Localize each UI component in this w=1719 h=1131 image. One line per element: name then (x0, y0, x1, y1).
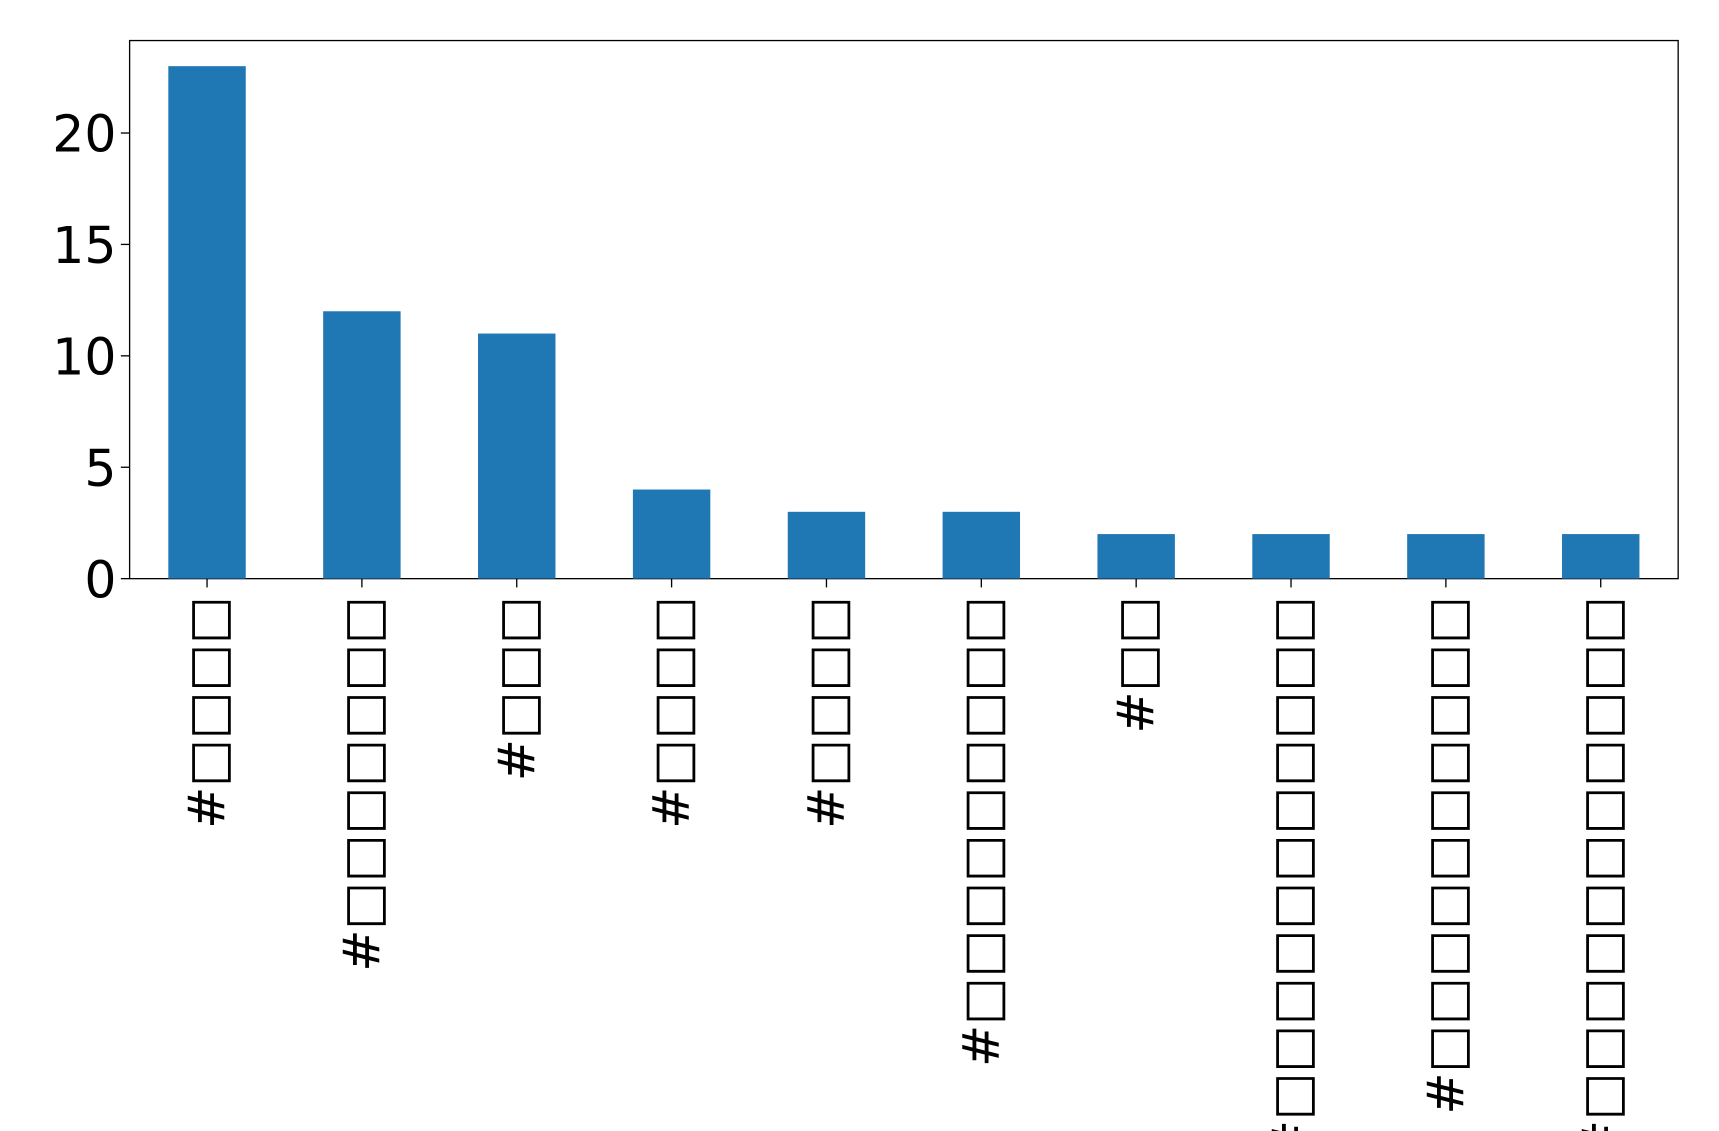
bar (1407, 534, 1485, 579)
bar (1252, 534, 1330, 579)
y-tick-label: 5 (84, 439, 116, 498)
bar (168, 66, 246, 579)
x-tick-label: #□□□□□□□□□ (952, 596, 1011, 1067)
plot-frame (128, 39, 1679, 580)
bar (1562, 534, 1640, 579)
y-tick-label: 20 (52, 105, 116, 164)
x-tick-label: #□□□□ (642, 596, 701, 829)
bar (632, 489, 711, 579)
x-tick-label: #□□□□□□□□□□□ (1262, 596, 1321, 1131)
y-tick-label: 15 (52, 216, 116, 275)
bar (323, 311, 401, 579)
y-tick-label: 0 (84, 550, 116, 609)
x-tick-label: #□□□□□□□□□□□ (1571, 596, 1630, 1131)
x-tick-label: #□□□□□□□ (332, 596, 391, 972)
bar (478, 333, 556, 579)
x-tick-label: #□□□□□□□□□□ (1416, 596, 1475, 1115)
x-tick-label: #□□□□ (178, 596, 237, 829)
y-tick-label: 10 (52, 327, 116, 386)
x-tick-label: #□□□□ (797, 596, 856, 829)
x-tick-label: #□□ (1107, 596, 1166, 734)
x-tick-label: #□□□ (487, 596, 546, 781)
bar (942, 511, 1021, 579)
bar (787, 511, 866, 579)
bar (1097, 534, 1175, 579)
